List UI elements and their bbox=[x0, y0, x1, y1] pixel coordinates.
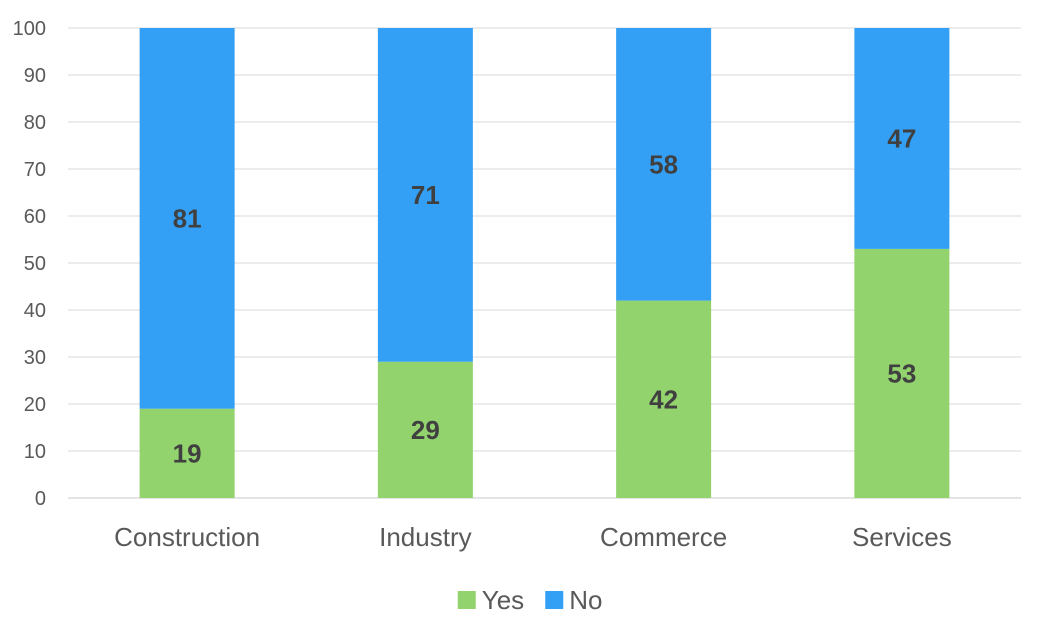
y-tick-label-70: 70 bbox=[24, 159, 46, 181]
y-tick-label-10: 10 bbox=[24, 441, 46, 463]
legend-label-no: No bbox=[569, 585, 602, 615]
bar-construction-no bbox=[139, 28, 235, 409]
y-tick-label-100: 100 bbox=[13, 18, 46, 40]
legend-swatch-yes bbox=[457, 591, 476, 609]
bar-industry-no bbox=[377, 28, 473, 362]
legend-label-yes: Yes bbox=[482, 585, 524, 615]
x-tick-label-commerce: Commerce bbox=[600, 522, 727, 552]
bar-services-yes bbox=[854, 248, 950, 498]
data-label-construction-yes: 19 bbox=[173, 438, 202, 468]
x-tick-label-services: Services bbox=[852, 522, 952, 552]
legend-swatch-no bbox=[545, 591, 564, 609]
bar-commerce-yes bbox=[616, 300, 712, 498]
y-tick-label-30: 30 bbox=[24, 347, 46, 369]
bar-services-no bbox=[854, 28, 950, 249]
data-label-commerce-yes: 42 bbox=[649, 384, 678, 414]
x-tick-label-construction: Construction bbox=[114, 522, 260, 552]
y-tick-label-20: 20 bbox=[24, 394, 46, 416]
bar-industry-yes bbox=[377, 361, 473, 498]
y-tick-label-0: 0 bbox=[35, 488, 46, 510]
y-tick-label-60: 60 bbox=[24, 206, 46, 228]
y-tick-label-40: 40 bbox=[24, 300, 46, 322]
data-label-commerce-no: 58 bbox=[649, 149, 678, 179]
y-tick-label-90: 90 bbox=[24, 65, 46, 87]
y-tick-label-50: 50 bbox=[24, 253, 46, 275]
y-tick-label-80: 80 bbox=[24, 112, 46, 134]
data-label-services-yes: 53 bbox=[887, 358, 916, 388]
bar-construction-yes bbox=[139, 408, 235, 498]
x-tick-label-industry: Industry bbox=[379, 522, 472, 552]
data-label-construction-no: 81 bbox=[173, 203, 202, 233]
data-label-industry-yes: 29 bbox=[411, 415, 440, 445]
bar-commerce-no bbox=[616, 28, 712, 301]
data-label-industry-no: 71 bbox=[411, 180, 440, 210]
data-label-services-no: 47 bbox=[887, 123, 916, 153]
